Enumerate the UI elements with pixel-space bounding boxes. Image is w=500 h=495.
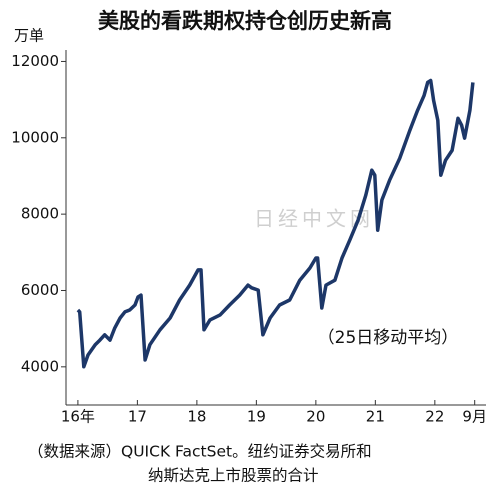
x-tick-label: 19 bbox=[247, 408, 266, 426]
x-tick-label: 18 bbox=[187, 408, 206, 426]
y-tick-label: 10000 bbox=[11, 128, 59, 146]
y-tick-label: 4000 bbox=[21, 357, 59, 375]
y-tick-label: 12000 bbox=[11, 52, 59, 70]
x-tick-label: 9月 bbox=[462, 408, 487, 426]
annotation: （25日移动平均） bbox=[318, 328, 459, 348]
source-note: 纳斯达克上市股票的合计 bbox=[148, 467, 319, 485]
chart-title: 美股的看跌期权持仓创历史新高 bbox=[98, 9, 392, 33]
y-axis-label: 万单 bbox=[14, 27, 44, 45]
x-tick-label: 21 bbox=[366, 408, 385, 426]
source-note: （数据来源）QUICK FactSet。纽约证券交易所和 bbox=[28, 443, 372, 461]
data-line bbox=[76, 78, 475, 369]
x-tick-label: 17 bbox=[128, 408, 147, 426]
watermark: 日经中文网 bbox=[254, 207, 374, 231]
y-tick-label: 6000 bbox=[21, 281, 59, 299]
x-tick-label: 22 bbox=[425, 408, 444, 426]
x-tick-label: 20 bbox=[306, 408, 325, 426]
x-tick-label: 16年 bbox=[61, 408, 95, 426]
y-tick-label: 8000 bbox=[21, 205, 59, 223]
